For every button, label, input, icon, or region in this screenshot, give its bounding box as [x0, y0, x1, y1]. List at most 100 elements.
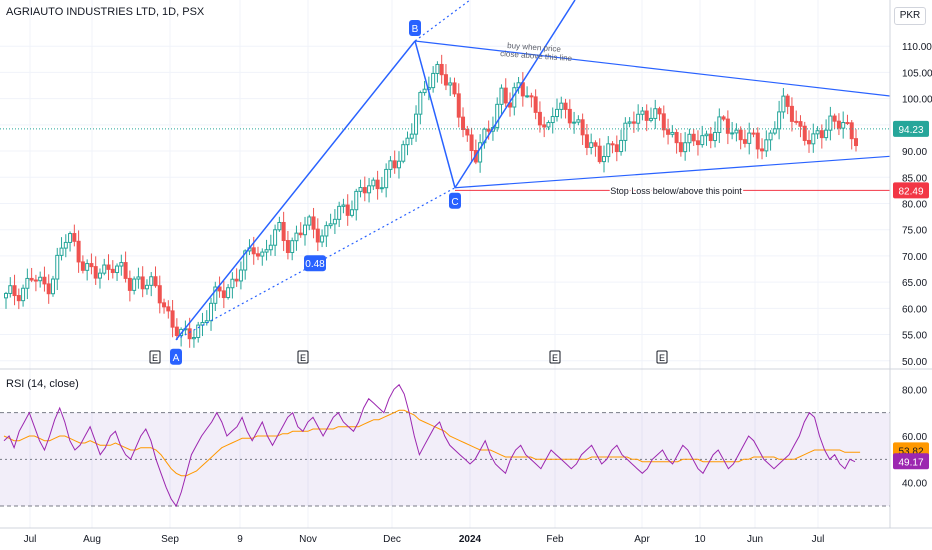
- price-tick-label: 80.00: [902, 199, 927, 210]
- candle-body: [209, 302, 214, 322]
- earnings-marker-label: E: [552, 353, 558, 363]
- candle-body: [781, 95, 786, 113]
- candle-body: [332, 218, 337, 225]
- candle-body: [384, 168, 389, 189]
- candle-body: [687, 133, 692, 144]
- candle-body: [815, 130, 820, 135]
- ratio-label: 0.48: [305, 259, 325, 270]
- price-tick-label: 90.00: [902, 147, 927, 158]
- candle-body: [601, 156, 606, 163]
- candle-body: [576, 119, 581, 123]
- candle-body: [777, 111, 782, 130]
- point-b-badge-text: B: [412, 24, 419, 35]
- rsi-value-badge: [893, 453, 929, 470]
- candle-body: [700, 135, 705, 146]
- candle-body: [80, 261, 85, 271]
- last-price-label: 94.23: [898, 125, 923, 136]
- candle-body: [362, 187, 367, 194]
- price-tick-label: 50.00: [902, 357, 927, 368]
- candle-body: [76, 240, 81, 263]
- rsi-tick-label: 60.00: [902, 432, 927, 443]
- projection-line: [454, 0, 576, 189]
- candle-body: [298, 232, 303, 236]
- candle-body: [307, 216, 312, 226]
- candle-body: [59, 247, 64, 256]
- candle-body: [854, 138, 858, 147]
- candle-body: [448, 82, 453, 86]
- candle-body: [50, 278, 55, 295]
- candle-body: [140, 276, 145, 290]
- candle-body: [772, 128, 777, 134]
- candle-body: [187, 328, 192, 340]
- candle-body: [102, 264, 107, 274]
- currency-button[interactable]: PKR: [894, 7, 926, 25]
- candle-body: [234, 278, 239, 282]
- candle-body: [755, 132, 760, 150]
- candle-body: [396, 160, 401, 169]
- pattern-drawings[interactable]: Stop Loss below/above this point buy when…: [0, 0, 891, 365]
- candle-body: [678, 142, 683, 153]
- rsi-grid: [0, 412, 890, 507]
- candle-body: [584, 134, 589, 148]
- candle-body: [243, 250, 248, 271]
- candle-body: [115, 265, 120, 274]
- time-tick-label: Nov: [299, 534, 317, 545]
- candle-body: [836, 120, 841, 129]
- buy-annotation-line1: buy when price: [507, 41, 562, 54]
- candle-body: [589, 142, 594, 148]
- candle-body: [277, 221, 282, 231]
- candle-body: [567, 108, 572, 124]
- candle-body: [29, 277, 34, 281]
- candle-body: [751, 132, 756, 135]
- candle-body: [627, 121, 632, 124]
- candle-body: [33, 279, 38, 282]
- candle-body: [807, 139, 812, 145]
- candle-body: [392, 160, 397, 169]
- candle-body: [824, 129, 829, 139]
- earnings-marker-label: E: [300, 353, 306, 363]
- candle-body: [802, 125, 807, 141]
- candle-body: [713, 131, 718, 142]
- candle-body: [768, 132, 773, 141]
- price-tick-label: 65.00: [902, 278, 927, 289]
- candle-body: [302, 224, 307, 236]
- candle-body: [144, 284, 149, 290]
- candle-body: [623, 122, 628, 141]
- candle-body: [828, 115, 833, 131]
- candle-body: [422, 88, 427, 94]
- candle-body: [349, 209, 354, 216]
- stop-price-label: 82.49: [898, 186, 923, 197]
- candle-body: [794, 120, 799, 123]
- time-tick-label: Sep: [161, 534, 179, 545]
- rsi-pane: [3, 383, 861, 508]
- earnings-marker: [549, 350, 561, 364]
- point-c-badge-text: C: [451, 197, 458, 208]
- candle-body: [367, 185, 372, 194]
- candle-body: [294, 232, 299, 242]
- candle-body: [311, 216, 316, 230]
- candle-body: [456, 93, 461, 118]
- candle-body: [191, 336, 196, 340]
- candle-body: [119, 262, 124, 267]
- time-tick-label: Apr: [634, 534, 650, 545]
- candle-body: [166, 306, 171, 312]
- candle-body: [85, 263, 90, 271]
- candle-body: [72, 233, 77, 242]
- point-a-badge-bg: [170, 348, 182, 365]
- candle-body: [580, 119, 585, 136]
- price-tick-label: 110.00: [902, 42, 932, 53]
- point-b-badge-bg: [409, 19, 421, 36]
- candle-body: [226, 287, 231, 299]
- candle-body: [123, 262, 128, 279]
- candle-body: [546, 122, 551, 128]
- candle-body: [670, 131, 675, 135]
- candle-body: [153, 276, 158, 287]
- candle-body: [281, 221, 286, 242]
- candle-body: [12, 285, 17, 297]
- candle-body: [8, 285, 13, 294]
- candle-body: [42, 276, 47, 285]
- candle-body: [268, 244, 273, 251]
- candle-body: [798, 121, 803, 127]
- candle-body: [435, 63, 440, 74]
- time-tick-label: 2024: [459, 534, 482, 545]
